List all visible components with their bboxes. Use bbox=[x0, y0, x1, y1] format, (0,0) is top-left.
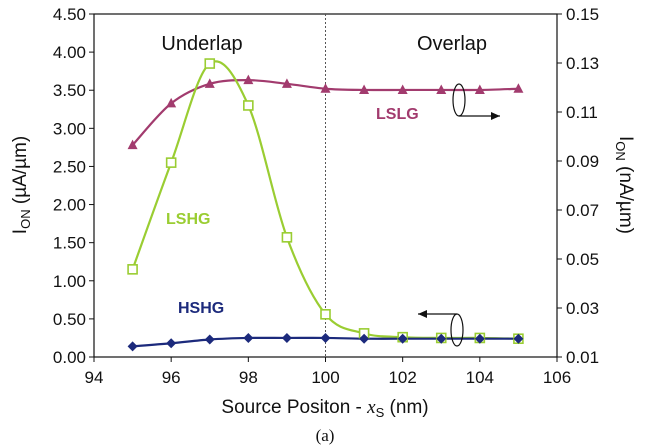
data-point-hshg bbox=[359, 333, 370, 344]
y-right-tick-label: 0.11 bbox=[566, 103, 598, 122]
data-point-lshg bbox=[281, 232, 293, 243]
y-right-tick-label: 0.05 bbox=[566, 250, 599, 269]
data-point-lshg bbox=[165, 157, 177, 168]
y-left-tick-label: 0.00 bbox=[53, 348, 86, 367]
series-label-lshg: LSHG bbox=[166, 211, 210, 228]
y-axis-title-right: ION (nA/µm) bbox=[613, 136, 636, 234]
lslg-axis-indicator-arrowhead bbox=[491, 112, 500, 120]
data-point-hshg bbox=[320, 332, 331, 343]
data-point-hshg bbox=[281, 332, 292, 343]
data-point-lslg bbox=[127, 139, 138, 150]
data-point-lslg bbox=[513, 83, 524, 93]
data-point-hshg bbox=[166, 338, 177, 349]
data-point-hshg bbox=[243, 332, 254, 343]
data-point-lslg bbox=[359, 84, 370, 94]
x-axis-title: Source Positon - xS (nm) bbox=[221, 397, 428, 420]
data-point-hshg bbox=[436, 333, 447, 344]
y-right-tick-label: 0.07 bbox=[566, 201, 599, 220]
region-label-underlap: Underlap bbox=[161, 33, 242, 55]
y-left-tick-label: 0.50 bbox=[53, 310, 86, 329]
x-tick-label: 96 bbox=[162, 368, 181, 387]
data-point-hshg bbox=[397, 333, 408, 344]
data-point-lslg bbox=[166, 97, 177, 108]
figure-caption: (a) bbox=[316, 426, 335, 445]
x-tick-label: 100 bbox=[311, 368, 339, 387]
hshg-axis-indicator-arrowhead bbox=[418, 310, 427, 318]
x-tick-label: 94 bbox=[85, 368, 104, 387]
data-point-lslg bbox=[320, 83, 331, 93]
axis-indicators bbox=[418, 83, 500, 347]
data-point-lslg bbox=[474, 84, 485, 94]
data-point-hshg bbox=[513, 333, 524, 344]
region-label-overlap: Overlap bbox=[417, 33, 487, 55]
data-point-hshg bbox=[204, 334, 215, 345]
data-point-lshg bbox=[204, 58, 216, 69]
series-label-hshg: HSHG bbox=[178, 300, 224, 317]
y-right-tick-label: 0.03 bbox=[566, 299, 599, 318]
y-left-tick-label: 3.50 bbox=[53, 81, 86, 100]
y-right-tick-label: 0.15 bbox=[566, 5, 599, 24]
y-left-tick-label: 2.50 bbox=[53, 157, 86, 176]
series-label-lslg: LSLG bbox=[376, 106, 419, 123]
data-point-lshg bbox=[320, 309, 331, 320]
y-left-tick-label: 3.00 bbox=[53, 119, 86, 138]
y-left-tick-label: 1.50 bbox=[53, 234, 86, 253]
x-tick-label: 98 bbox=[239, 368, 258, 387]
data-point-lshg bbox=[243, 100, 254, 111]
data-point-lshg bbox=[127, 264, 138, 275]
lslg-axis-indicator-ellipse bbox=[452, 83, 466, 117]
data-point-hshg bbox=[474, 333, 485, 344]
y-right-tick-label: 0.13 bbox=[566, 54, 599, 73]
data-point-lslg bbox=[436, 84, 447, 94]
data-point-hshg bbox=[127, 341, 138, 352]
y-axis-title-left: ION (µA/µm) bbox=[10, 136, 33, 234]
y-left-tick-label: 1.00 bbox=[53, 272, 86, 291]
data-point-lslg bbox=[281, 78, 292, 88]
hshg-axis-indicator-ellipse bbox=[450, 313, 464, 347]
x-tick-label: 104 bbox=[466, 368, 494, 387]
data-point-lslg bbox=[204, 78, 215, 88]
y-right-tick-label: 0.01 bbox=[566, 348, 599, 367]
y-right-tick-label: 0.09 bbox=[566, 152, 599, 171]
y-left-tick-label: 4.50 bbox=[53, 5, 86, 24]
y-left-tick-label: 4.00 bbox=[53, 43, 86, 62]
y-left-tick-label: 2.00 bbox=[53, 196, 86, 215]
data-point-lslg bbox=[397, 84, 408, 94]
x-tick-label: 102 bbox=[388, 368, 416, 387]
x-tick-label: 106 bbox=[543, 368, 571, 387]
data-point-lslg bbox=[243, 74, 254, 85]
